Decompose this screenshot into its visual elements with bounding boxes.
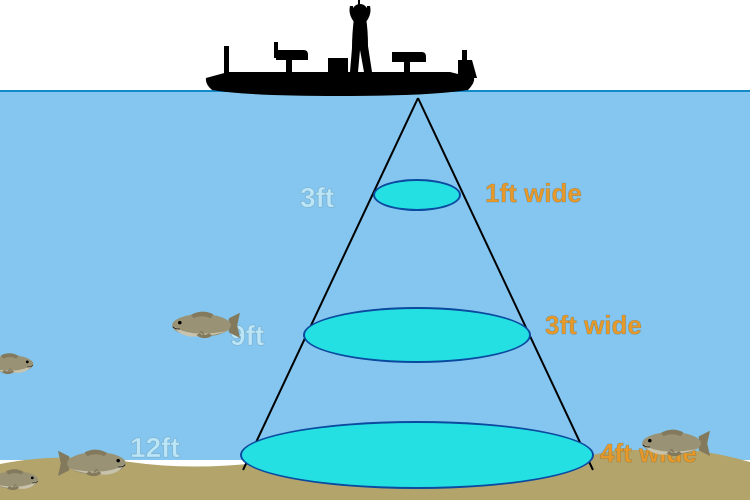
fish-3 (0, 468, 40, 493)
depth-label-0: 3ft (300, 182, 334, 214)
sonar-diagram: 3ft1ft wide9ft3ft wide12ft4ft wide (0, 0, 750, 500)
beam-ellipse-2 (240, 421, 594, 489)
fish-2 (58, 448, 128, 480)
water-region (0, 90, 750, 460)
beam-ellipse-1 (303, 307, 531, 363)
width-label-0: 1ft wide (485, 178, 582, 209)
fish-4 (640, 428, 710, 460)
boat-silhouette (200, 0, 480, 96)
width-label-1: 3ft wide (545, 310, 642, 341)
depth-label-2: 12ft (130, 432, 180, 464)
fish-1 (0, 352, 35, 377)
beam-ellipse-0 (373, 179, 461, 211)
fish-0 (170, 310, 240, 342)
